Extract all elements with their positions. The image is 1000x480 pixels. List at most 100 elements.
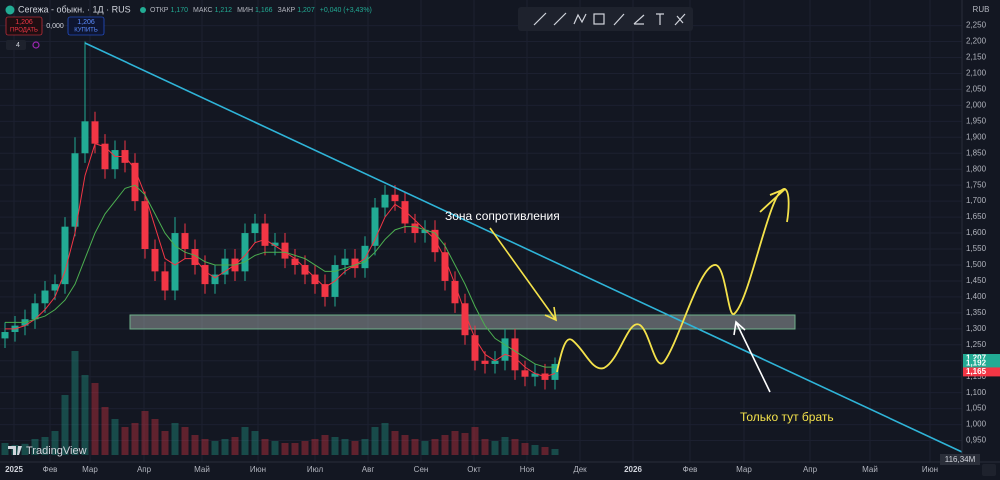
x-tick-label: Май (194, 465, 210, 474)
volume-bar (261, 439, 269, 455)
x-tick-label: Июл (307, 465, 324, 474)
candle-body (391, 194, 399, 202)
candle-body (551, 363, 559, 380)
x-tick-label: Дек (573, 465, 587, 474)
buy-button[interactable] (67, 16, 105, 36)
y-tick-label: 1,500 (966, 260, 987, 269)
candle-body (511, 338, 519, 371)
forecast-curve (556, 188, 790, 373)
volume-bar (211, 441, 219, 455)
volume-bar (391, 431, 399, 455)
candle-body (51, 284, 59, 291)
sell-price: 1,206 (15, 19, 33, 26)
volume-bar (531, 445, 539, 455)
volume-bar (351, 441, 359, 455)
x-tick-label: Авг (362, 465, 375, 474)
slow-ma-line (5, 184, 555, 368)
tool-ray[interactable] (553, 12, 567, 26)
annotation: Зона сопротивления (445, 209, 560, 223)
y-tick-label: 1,650 (966, 212, 987, 221)
x-tick-label: Апр (137, 465, 152, 474)
candle-body (441, 252, 449, 281)
price-badge (963, 358, 1000, 368)
candle-body (241, 233, 249, 272)
candle-body (201, 264, 209, 285)
y-tick-label: 1,800 (966, 164, 987, 173)
candle-body (431, 229, 439, 253)
candle-body (471, 335, 479, 361)
volume-bar (171, 423, 179, 455)
candle-body (461, 303, 469, 336)
tool-path[interactable] (573, 13, 587, 25)
sell-button[interactable] (5, 16, 43, 36)
settings-button[interactable] (982, 464, 996, 476)
volume-bar (241, 427, 249, 455)
volume-bar (551, 449, 559, 455)
candle-body (1, 332, 9, 339)
volume-bar (431, 439, 439, 455)
x-tick-label: 2026 (624, 465, 642, 474)
tool-rectangle[interactable] (593, 13, 605, 25)
x-tick-label: Фев (43, 465, 58, 474)
fast-ma-line (5, 143, 556, 378)
candle-body (271, 242, 279, 246)
volume-layer (1, 351, 559, 455)
candle-body (421, 229, 429, 234)
symbol-icon (5, 5, 15, 15)
candle-body (131, 162, 139, 202)
y-tick-label: 2,150 (966, 53, 987, 62)
volume-bar (111, 419, 119, 455)
indicators-toggle[interactable] (6, 40, 26, 50)
y-tick-label: 1,450 (966, 276, 987, 285)
ohlc-label: МАКС (193, 7, 213, 14)
volume-bar (151, 419, 159, 455)
x-tick-label: Апр (803, 465, 818, 474)
tool-brush[interactable] (613, 13, 625, 26)
volume-bar (251, 431, 259, 455)
tool-angle[interactable] (633, 14, 645, 25)
x-tick-label: 2025 (5, 465, 23, 474)
price-badge (963, 367, 1000, 377)
x-tick-label: Май (862, 465, 878, 474)
trendline (84, 42, 963, 453)
toolbar-bg (518, 7, 693, 31)
x-tick-label: Мар (82, 465, 98, 474)
volume-bar (291, 443, 299, 455)
drawing-toolbar (518, 7, 693, 31)
x-tick-label: Июн (922, 465, 938, 474)
volume-bar (451, 431, 459, 455)
ohlc-value: 1,212 (215, 7, 233, 14)
tool-text[interactable] (656, 13, 664, 25)
volume-bar (91, 383, 99, 455)
volume-bar (201, 439, 209, 455)
volume-bar (281, 443, 289, 455)
volume-bar (141, 411, 149, 455)
tool-settings[interactable] (674, 13, 686, 26)
y-tick-label: 2,050 (966, 85, 987, 94)
y-tick-label: 1,000 (966, 420, 987, 429)
tool-trendline[interactable] (533, 12, 547, 26)
volume-bar (311, 439, 319, 455)
volume-bar (81, 375, 89, 455)
annotation: Только тут брать (740, 410, 834, 424)
candle-body (481, 360, 489, 364)
candle-body (281, 242, 289, 259)
y-tick-label: 0,950 (966, 436, 987, 445)
candle-body (491, 360, 499, 364)
volume-bar (21, 443, 29, 455)
volume-bar (191, 435, 199, 455)
candle-body (351, 258, 359, 269)
candle-body (521, 370, 529, 377)
candle-body (401, 201, 409, 224)
axis-labels: 2,250 2,200 2,150 2,100 2,050 2,000 1,950 1,900… (5, 21, 1000, 474)
symbol: Сегежа - обыкн. · 1Д · RUS (18, 4, 131, 14)
candle-body (531, 373, 539, 377)
ohlc-label: ОТКР (150, 7, 169, 14)
volume-bar (301, 441, 309, 455)
candle-body (61, 226, 69, 285)
indicators-count: 4 (16, 42, 20, 49)
candle-body (71, 153, 79, 227)
candle-body (211, 274, 219, 285)
volume-bar (481, 439, 489, 455)
